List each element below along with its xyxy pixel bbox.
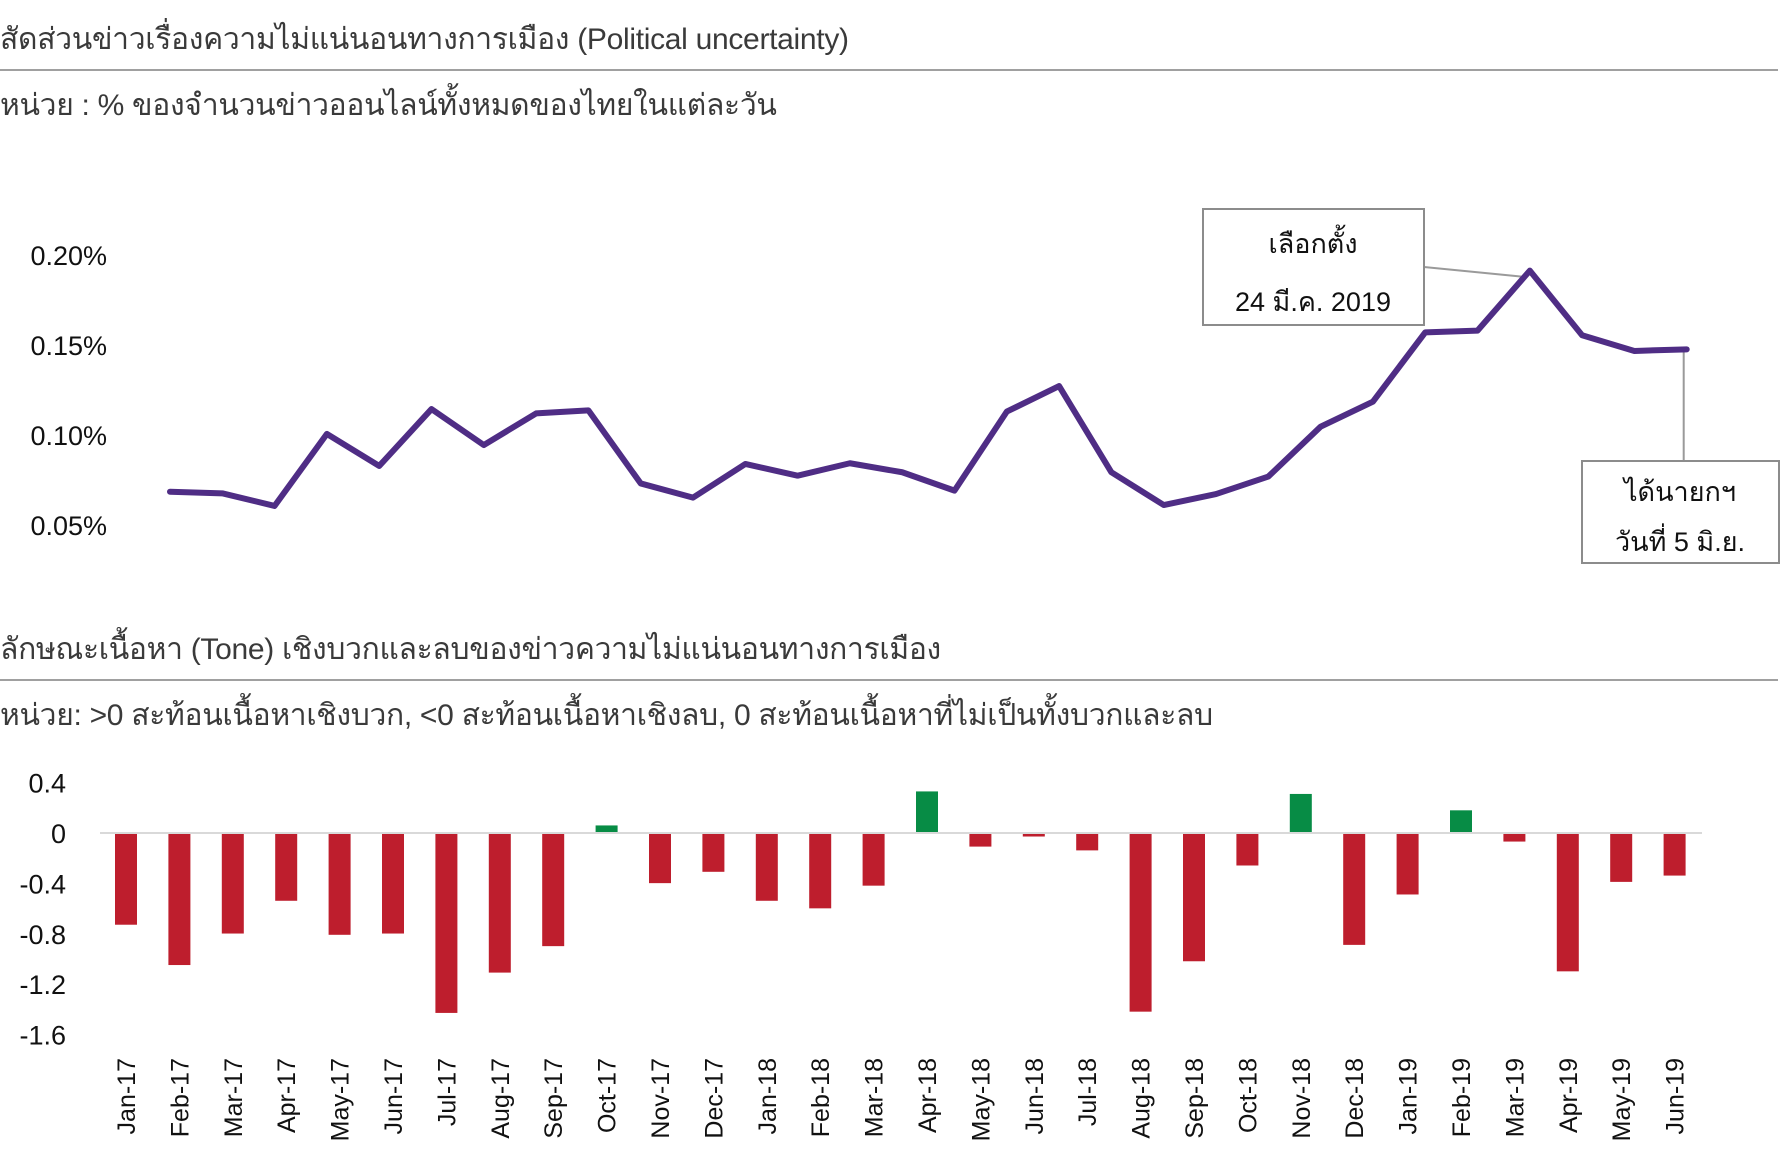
y-tick-label: -1.6	[19, 1021, 66, 1051]
x-tick-label: Jul-18	[1074, 1058, 1102, 1126]
tone-bar	[328, 834, 351, 935]
tone-chart-title: ลักษณะเนื้อหา (Tone) เชิงบวกและลบของข่าว…	[0, 633, 941, 666]
pm-date: วันที่ 5 มิ.ย.	[1615, 523, 1745, 557]
tone-chart-unit: หน่วย: >0 สะท้อนเนื้อหาเชิงบวก, <0 สะท้อ…	[0, 699, 1213, 732]
x-tick-label: Aug-17	[487, 1058, 515, 1139]
tone-bar	[1183, 834, 1205, 962]
pm-label: ได้นายกฯ	[1622, 477, 1736, 507]
x-tick-label: Mar-18	[861, 1058, 889, 1137]
tone-bar	[168, 834, 191, 966]
election-connector	[1423, 266, 1522, 278]
x-tick-label: Jun-19	[1662, 1058, 1690, 1134]
y-tick-label: 0.4	[28, 769, 66, 799]
uncertainty-chart-title: สัดส่วนข่าวเรื่องความไม่แน่นอนทางการเมือ…	[0, 23, 849, 56]
y-tick-label: 0.20%	[30, 241, 107, 271]
x-tick-label: Dec-18	[1341, 1058, 1369, 1139]
tone-bar	[1663, 834, 1686, 876]
y-tick-label: -0.4	[19, 869, 66, 899]
tone-bar	[275, 834, 298, 901]
tone-bar	[1343, 834, 1366, 945]
tone-bar	[1610, 834, 1633, 882]
tone-bar	[1396, 834, 1419, 895]
tone-bar	[1503, 834, 1526, 842]
tone-bar	[1076, 834, 1099, 851]
y-tick-label: 0.15%	[30, 331, 107, 361]
y-tick-label: 0.05%	[30, 511, 107, 541]
tone-bar	[488, 834, 511, 973]
x-tick-label: Apr-18	[914, 1058, 942, 1133]
section2-separator	[0, 679, 1778, 681]
x-tick-label: Nov-18	[1288, 1058, 1316, 1139]
x-tick-label: Apr-19	[1555, 1058, 1583, 1133]
x-tick-label: Feb-18	[807, 1058, 835, 1137]
tone-bar	[542, 834, 565, 947]
x-tick-label: Mar-17	[220, 1058, 248, 1137]
x-tick-label: Aug-18	[1128, 1058, 1156, 1139]
uncertainty-line-chart: 0.20% 0.15% 0.10% 0.05% เลือกตั้ง 24 มี.ค. 20…	[30, 208, 1780, 564]
section1-separator	[0, 69, 1778, 71]
election-label: เลือกตั้ง	[1268, 224, 1357, 259]
tone-bar	[435, 834, 458, 1013]
tone-bar	[115, 834, 137, 925]
x-tick-label: May-18	[967, 1058, 995, 1141]
x-tick-label: Feb-19	[1448, 1058, 1476, 1137]
tone-bar	[916, 791, 938, 833]
tone-bar	[1556, 834, 1579, 972]
x-tick-label: Oct-18	[1234, 1058, 1262, 1133]
tone-bar	[221, 834, 244, 934]
tone-bar	[382, 834, 404, 934]
election-annotation: เลือกตั้ง 24 มี.ค. 2019	[1202, 208, 1425, 326]
tone-bar	[649, 834, 671, 884]
x-tick-label: Jan-19	[1395, 1058, 1423, 1134]
x-tick-label: Jun-18	[1021, 1058, 1049, 1134]
tone-bar	[755, 834, 778, 901]
x-tick-label: Dec-17	[700, 1058, 728, 1139]
x-tick-label: Jan-17	[113, 1058, 141, 1134]
tone-bar	[702, 834, 725, 872]
x-tick-label: Apr-17	[273, 1058, 301, 1133]
tone-bar	[809, 834, 832, 909]
x-tick-label: Feb-17	[166, 1058, 194, 1137]
y-tick-label: 0	[51, 819, 66, 849]
x-tick-label: May-17	[327, 1058, 355, 1141]
x-tick-label: Jan-18	[754, 1058, 782, 1134]
y-tick-label: -0.8	[19, 920, 66, 950]
y-tick-label: 0.10%	[30, 421, 107, 451]
tone-bar	[969, 834, 992, 847]
y-tick-label: -1.2	[19, 970, 66, 1000]
tone-bar	[1236, 834, 1259, 866]
tone-bar	[1129, 834, 1152, 1012]
tone-bar	[1450, 810, 1472, 833]
uncertainty-line	[167, 267, 1690, 509]
x-tick-label: Nov-17	[647, 1058, 675, 1139]
tone-bar	[1289, 793, 1312, 833]
x-tick-label: Sep-17	[540, 1058, 568, 1139]
x-tick-label: Jul-17	[433, 1058, 461, 1126]
election-date: 24 มี.ค. 2019	[1235, 287, 1391, 317]
tone-bar	[1022, 834, 1045, 837]
tone-bar	[862, 834, 885, 886]
x-tick-label: Mar-19	[1501, 1058, 1529, 1137]
tone-bar	[595, 825, 618, 833]
uncertainty-chart-unit: หน่วย : % ของจำนวนข่าวออนไลน์ทั้งหมดของไ…	[0, 89, 777, 122]
x-tick-label: Sep-18	[1181, 1058, 1209, 1139]
x-tick-label: May-19	[1608, 1058, 1636, 1141]
x-tick-label: Jun-17	[380, 1058, 408, 1134]
x-tick-label: Oct-17	[594, 1058, 622, 1133]
